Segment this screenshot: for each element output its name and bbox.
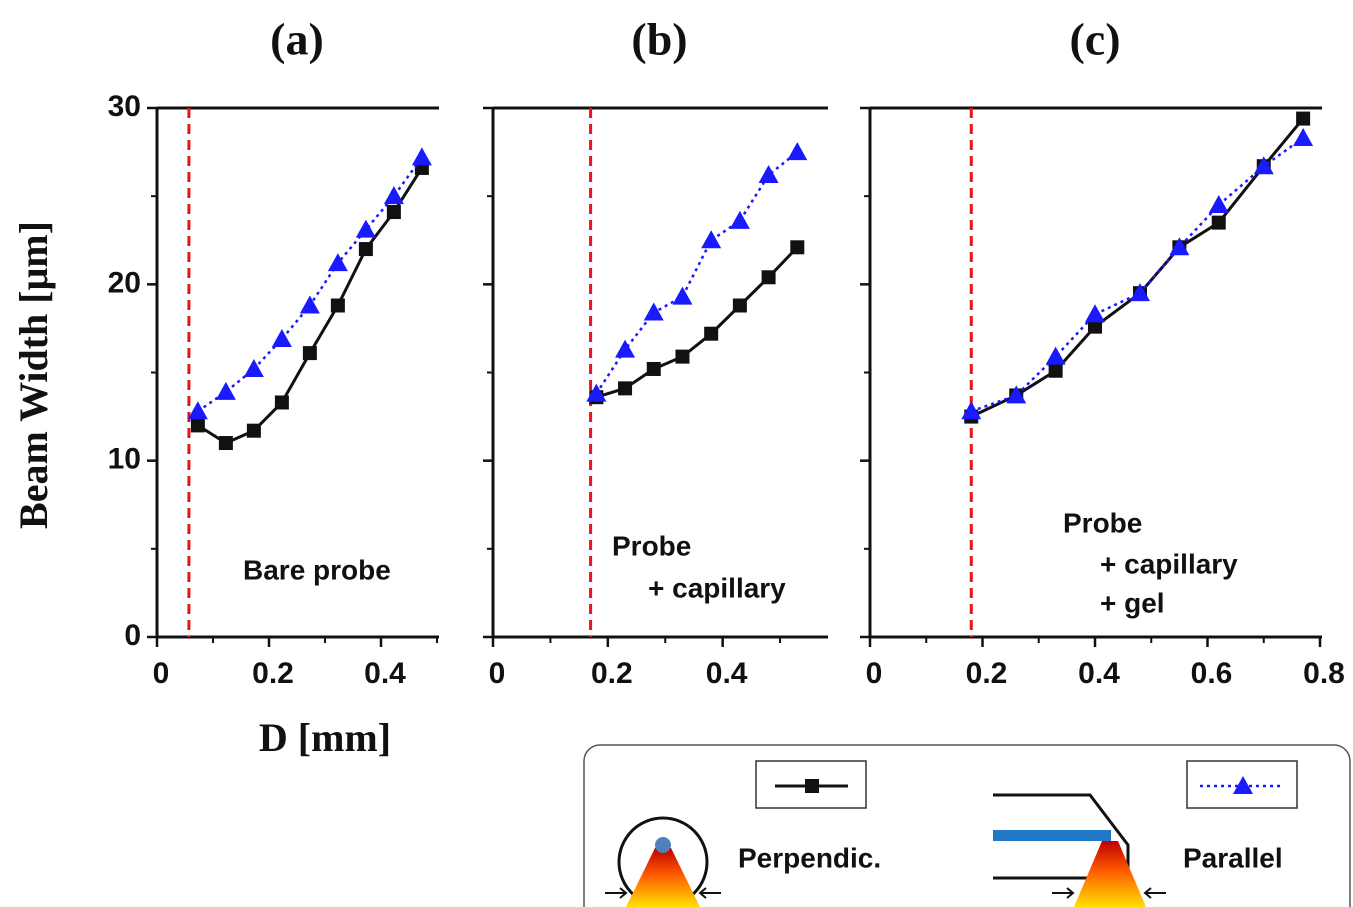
marker-triangle <box>758 165 779 184</box>
marker-square <box>1296 111 1311 126</box>
annotation: Probe <box>1063 507 1142 538</box>
marker-triangle <box>701 230 722 249</box>
marker-square <box>675 349 690 364</box>
marker-square <box>732 298 747 313</box>
marker-triangle <box>1130 283 1150 302</box>
marker-square <box>358 242 373 257</box>
legend-label: Perpendic. <box>738 842 881 873</box>
marker-triangle <box>411 147 432 166</box>
x-tick-label: 0 <box>489 657 506 690</box>
marker-triangle <box>1045 346 1066 365</box>
y-tick-label: 0 <box>124 619 141 652</box>
x-tick-label: 0.2 <box>591 657 633 690</box>
y-axis-label: Beam Width [μm] <box>11 221 56 529</box>
x-tick-label: 0.2 <box>252 657 294 690</box>
marker-square <box>386 205 401 220</box>
marker-triangle <box>271 328 292 347</box>
marker-square <box>618 381 633 396</box>
marker-triangle <box>299 295 320 314</box>
marker-triangle <box>643 302 664 321</box>
marker-square <box>302 346 317 361</box>
annotation: Bare probe <box>243 554 391 585</box>
x-tick-label: 0.6 <box>1191 657 1233 690</box>
marker-triangle <box>729 210 750 229</box>
panel-title: (c) <box>1069 14 1120 65</box>
marker-square <box>218 436 233 451</box>
annotation: + capillary <box>1100 548 1238 579</box>
marker-triangle <box>961 401 982 420</box>
marker-triangle <box>187 401 208 420</box>
marker-triangle <box>215 381 236 400</box>
beam-icon <box>626 848 700 907</box>
marker-square <box>190 418 205 433</box>
series-line <box>970 117 1305 418</box>
x-tick-label: 0.4 <box>364 657 406 690</box>
marker-triangle <box>1253 156 1274 175</box>
beam-icon <box>1074 841 1146 907</box>
marker-triangle <box>787 142 808 161</box>
annotation: + capillary <box>648 572 786 603</box>
annotation: Probe <box>612 530 691 561</box>
marker-square <box>1088 319 1102 334</box>
y-tick-label: 10 <box>108 443 141 476</box>
marker-triangle <box>586 383 607 402</box>
marker-triangle <box>1208 194 1229 213</box>
probe-fiber <box>993 830 1111 841</box>
x-axis-label: D [mm] <box>259 715 391 760</box>
marker-square <box>805 779 819 793</box>
x-tick-label: 0 <box>153 657 170 690</box>
marker-triangle <box>1233 776 1253 794</box>
marker-square <box>1048 363 1063 378</box>
marker-square <box>330 298 345 313</box>
panel-title: (b) <box>631 14 687 65</box>
marker-triangle <box>383 186 404 205</box>
marker-triangle <box>243 358 264 377</box>
probe-tip <box>655 837 671 853</box>
marker-triangle <box>327 253 348 272</box>
capillary-icon <box>993 793 1130 880</box>
annotation: + gel <box>1100 587 1165 618</box>
marker-triangle <box>1169 237 1190 256</box>
width-arrows <box>605 887 721 899</box>
marker-square <box>274 395 289 410</box>
legend-label: Parallel <box>1183 842 1283 873</box>
marker-square <box>646 361 661 376</box>
panel-title: (a) <box>270 14 324 65</box>
x-tick-label: 0.2 <box>966 657 1008 690</box>
y-tick-label: 30 <box>108 90 141 123</box>
x-tick-label: 0.4 <box>706 657 748 690</box>
marker-triangle <box>672 286 693 305</box>
series-line <box>197 156 423 413</box>
y-tick-label: 20 <box>108 266 141 299</box>
legend: Perpendic. Parallel <box>583 744 1351 907</box>
marker-triangle <box>615 339 636 358</box>
marker-square <box>704 326 719 341</box>
width-arrows <box>1052 887 1166 899</box>
marker-square <box>1211 215 1226 230</box>
marker-triangle <box>355 219 376 238</box>
x-tick-label: 0.4 <box>1078 657 1120 690</box>
marker-square <box>246 423 261 438</box>
x-tick-label: 0 <box>866 657 883 690</box>
marker-square <box>761 270 776 285</box>
marker-square <box>790 240 805 255</box>
marker-triangle <box>1085 304 1105 323</box>
x-tick-label: 0.8 <box>1303 657 1345 690</box>
marker-triangle <box>1006 385 1027 404</box>
marker-triangle <box>1293 127 1314 146</box>
